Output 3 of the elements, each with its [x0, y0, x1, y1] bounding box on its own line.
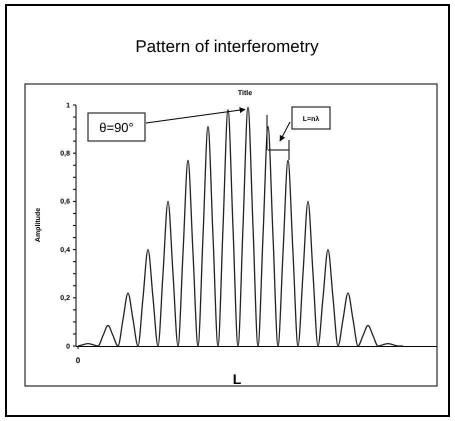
chart-title: Pattern of interferometry	[135, 37, 320, 56]
annotation: θ=90°	[99, 120, 134, 135]
x-axis-title: L	[232, 371, 242, 387]
